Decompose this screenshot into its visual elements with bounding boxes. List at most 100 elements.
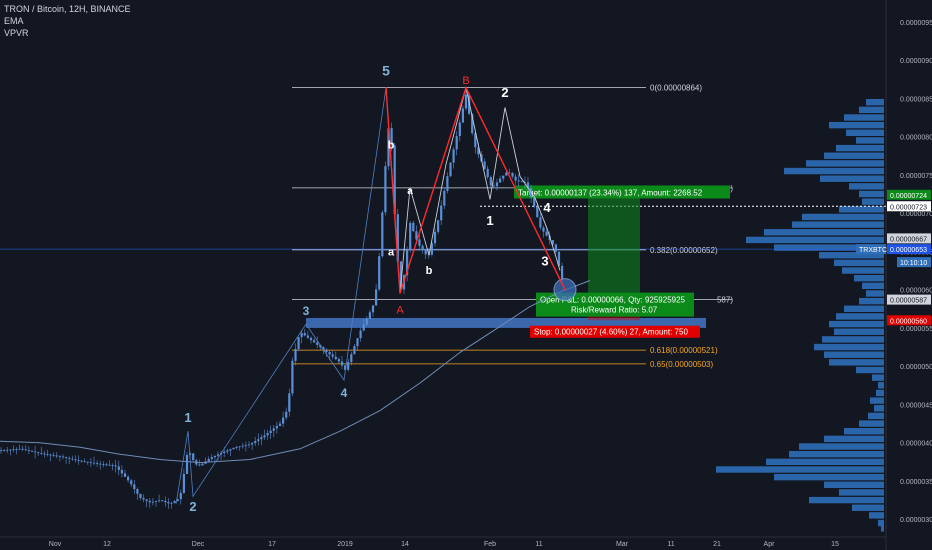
candle-body — [136, 489, 139, 494]
volume-profile-bar — [809, 496, 884, 504]
volume-profile-bar — [820, 175, 884, 182]
x-tick-label: 12 — [103, 541, 111, 548]
volume-profile-bar — [844, 428, 884, 435]
candle-body — [557, 251, 561, 266]
candle-body — [244, 445, 247, 446]
candle-body — [173, 501, 176, 504]
volume-profile-bar — [862, 282, 884, 290]
candle-body — [418, 239, 421, 246]
wave-labels: 5 3 4 1 2 2 1 3 4 b a a b — [184, 63, 551, 514]
candle-body — [359, 330, 362, 339]
candle-body — [213, 455, 216, 458]
volume-profile-bar — [881, 525, 884, 532]
volume-profile-bar — [824, 152, 884, 159]
candle-body — [381, 212, 384, 257]
candle-body — [40, 453, 43, 454]
countdown-box — [897, 257, 931, 268]
volume-profile-bar — [874, 405, 884, 412]
price-badge — [887, 244, 931, 255]
candle-body — [409, 222, 412, 251]
wave-label: a — [407, 186, 413, 197]
candle-body — [362, 324, 365, 331]
symbol-tag-box — [856, 244, 886, 255]
level-label: 587) — [717, 296, 733, 305]
time-axis[interactable]: Nov 12 Dec 17 2019 14 Feb 11 Mar 11 21 Apr 15 — [0, 536, 886, 548]
volume-profile-bar — [774, 473, 884, 481]
candle-body — [471, 113, 474, 134]
candle-body — [464, 94, 468, 109]
symbol-title[interactable]: TRON / Bitcoin, 12H, BINANCE — [4, 4, 131, 14]
x-tick-label: Dec — [192, 541, 205, 548]
volume-profile-bar — [872, 374, 884, 381]
candle-body — [263, 435, 266, 438]
candle-body — [86, 461, 89, 463]
candle-body — [297, 337, 300, 349]
volume-profile-bar — [836, 144, 884, 152]
candle-body — [139, 493, 142, 499]
x-tick-label: Feb — [484, 541, 496, 548]
candle-body — [254, 441, 257, 443]
candle-body — [114, 465, 117, 467]
candle-body — [117, 466, 120, 470]
candle-body — [24, 449, 27, 451]
candle-body — [130, 480, 133, 485]
candle-body — [536, 206, 539, 218]
volume-profile-bar — [746, 236, 884, 244]
candle-body — [371, 305, 375, 313]
harmonic-pattern[interactable]: BA — [175, 75, 566, 504]
volume-profile-bar — [822, 336, 884, 343]
wave-label: 4 — [341, 386, 348, 400]
fib-levels[interactable]: 0(0.00000864) 0.382(0.00000652) 0.618(0.00… — [0, 84, 886, 369]
risk-reward-label: Risk/Reward Ratio: 5.07 — [571, 306, 658, 315]
volume-profile-bar — [799, 443, 884, 450]
price-badges: 0.00000724 0.00000723 0.00000667 0.00000653… — [856, 189, 931, 326]
price-badge-label: 0.00000587 — [890, 298, 927, 305]
candle-body — [167, 502, 170, 504]
candle-body — [421, 245, 424, 251]
profit-zone — [588, 194, 640, 300]
candle-body — [92, 462, 96, 464]
candle-body — [334, 356, 337, 360]
candle-body — [272, 428, 275, 431]
long-position-tool[interactable]: Target: 0.00000137 (23.34%) 137, Amount:… — [514, 185, 730, 338]
candle-body — [406, 250, 409, 276]
candle-body — [176, 499, 179, 502]
candle-body — [120, 469, 123, 474]
countdown-label: 10:10:10 — [900, 260, 927, 267]
x-tick-label: Mar — [616, 541, 629, 548]
ema-line — [0, 280, 591, 464]
wave-label: a — [388, 246, 395, 258]
candle-body — [424, 250, 427, 255]
candle-body — [461, 108, 464, 123]
wave-label: 3 — [541, 253, 548, 268]
candle-body — [210, 457, 213, 460]
volume-profile-bar — [852, 504, 884, 511]
wave-label: 5 — [382, 63, 390, 79]
harmonic-point-label: B — [462, 75, 469, 87]
volume-profile-bar — [836, 313, 884, 320]
volume-profile-bar — [869, 512, 884, 519]
candle-body — [554, 244, 557, 252]
candle-body — [446, 176, 449, 191]
stop-label-box — [530, 325, 700, 338]
volume-profile-bar — [878, 382, 884, 389]
candle-body — [201, 463, 204, 466]
candle-body — [27, 450, 30, 451]
candle-body — [133, 484, 136, 490]
indicator-vpvr[interactable]: VPVR — [4, 28, 29, 38]
candle-body — [192, 453, 195, 461]
volume-profile-bar — [824, 435, 884, 443]
candle-body — [526, 182, 530, 189]
fib-level-label: 0.65(0.00000503) — [650, 360, 714, 369]
candle-body — [502, 175, 505, 179]
candle-body — [347, 361, 350, 370]
candle-body — [533, 197, 536, 207]
indicator-ema[interactable]: EMA — [4, 16, 24, 26]
candle-body — [399, 261, 402, 290]
target-label: Target: 0.00000137 (23.34%) 137, Amount:… — [518, 188, 703, 197]
candle-body — [514, 176, 517, 181]
candle-body — [517, 180, 520, 182]
